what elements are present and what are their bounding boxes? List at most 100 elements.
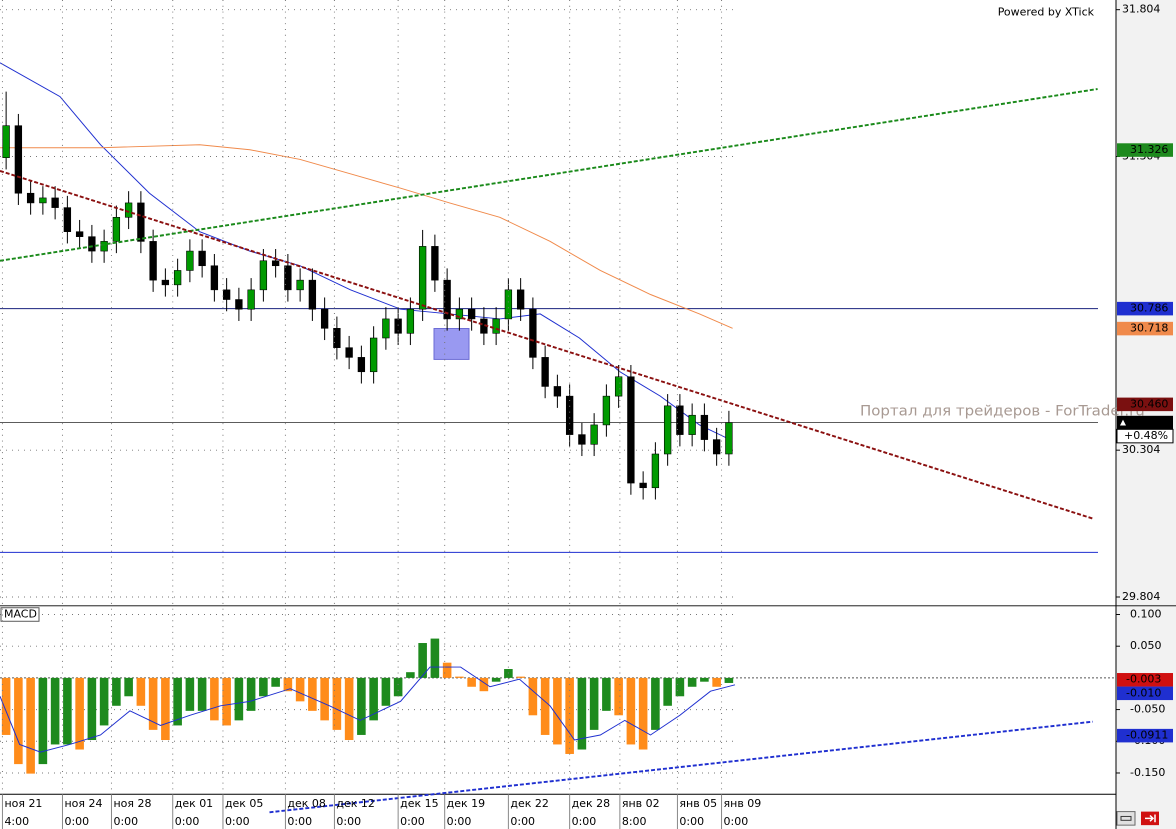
candle-body [161, 279, 170, 286]
candle-body [112, 217, 121, 242]
moving-average [0, 144, 733, 329]
candle-body [541, 357, 549, 387]
candle-body [431, 246, 439, 281]
selection-box[interactable] [433, 328, 470, 360]
price-marker [1117, 321, 1173, 336]
x-tick-label: дек 19 [447, 797, 486, 810]
candle-body [627, 376, 635, 484]
macd-bar [516, 676, 525, 678]
price-marker [1117, 415, 1173, 430]
macd-bar [246, 677, 256, 711]
candle-body [247, 289, 255, 310]
trend-line [0, 88, 1098, 262]
candle-body [271, 260, 280, 267]
price-marker [1117, 143, 1173, 157]
macd-bar [259, 677, 268, 697]
macd-bar [381, 677, 391, 706]
candle-body [210, 265, 219, 291]
macd-bar [357, 677, 366, 735]
candle-body [320, 308, 329, 329]
candle-body [504, 289, 513, 320]
macd-bar [295, 677, 305, 702]
macd-bar [528, 677, 538, 716]
macd-bar [87, 677, 97, 741]
x-time-label: 0:00 [225, 815, 250, 828]
watermark: Портал для трейдеров - ForTrader.ru [860, 403, 1145, 420]
candle-body [663, 405, 672, 455]
macd-bar [602, 677, 611, 711]
value-marker [1117, 673, 1173, 687]
macd-bar [50, 677, 60, 745]
value-marker [1117, 686, 1173, 701]
x-time-label: 0:00 [724, 815, 749, 828]
candle-body [369, 337, 378, 373]
candle-body [186, 250, 194, 271]
macd-bar [565, 677, 574, 754]
candle-body [565, 395, 574, 435]
macd-bar [148, 677, 158, 730]
macd-bar [112, 677, 121, 706]
macd-bar [38, 677, 48, 765]
x-time-label: 0:00 [510, 815, 535, 828]
macd-bar [283, 677, 293, 692]
toolbar-icons [1116, 811, 1159, 826]
candle-body [235, 299, 243, 310]
candle-body [137, 202, 145, 242]
x-time-label: 0:00 [447, 815, 472, 828]
macd-bar [124, 677, 133, 697]
macd-bar [222, 677, 231, 726]
macd-bar [320, 677, 329, 721]
macd-bar [675, 677, 685, 697]
x-tick-label: дек 08 [287, 797, 326, 810]
indicator-tag [0, 607, 40, 622]
candle-body [590, 424, 598, 445]
macd-bar [161, 677, 170, 741]
x-tick-label: дек 12 [336, 797, 374, 810]
candle-body [26, 192, 35, 204]
x-time-label: 4:00 [4, 815, 29, 828]
price-marker [1117, 397, 1173, 412]
y-tick-label: 29.804 [1122, 590, 1161, 603]
macd-bar [638, 677, 648, 750]
candle-body [602, 395, 611, 426]
macd-bar [663, 677, 672, 706]
candle-body [63, 207, 72, 232]
x-tick-label: янв 09 [724, 797, 762, 810]
candle-body [222, 289, 231, 300]
macd-bar [185, 677, 195, 711]
macd-bar [467, 677, 476, 687]
signal-line [0, 666, 736, 753]
macd-bar [577, 677, 587, 750]
candle-body [578, 434, 586, 445]
candle-body [676, 405, 684, 435]
candle-body [639, 482, 647, 489]
candle-body [345, 347, 353, 358]
macd-bar [455, 676, 464, 678]
candle-body [308, 279, 317, 310]
change-box [1116, 428, 1174, 444]
x-time-label: 0:00 [113, 815, 138, 828]
price-marker-label: 30.398 [1130, 416, 1169, 429]
macd-bar [626, 677, 636, 745]
macd-bar [406, 672, 415, 678]
macd-bar [234, 677, 244, 721]
link-icon[interactable] [1116, 811, 1136, 826]
x-time-label: 0:00 [175, 815, 200, 828]
y-tick-label: 0.100 [1130, 608, 1162, 621]
x-tick-label: ноя 24 [64, 797, 102, 810]
x-tick-label: янв 02 [622, 797, 660, 810]
macd-bar [479, 677, 489, 692]
macd-bar [197, 677, 207, 711]
macd-bar [344, 677, 354, 741]
macd-bar [614, 677, 623, 716]
candle-body [382, 318, 390, 339]
x-tick-label: янв 05 [679, 797, 717, 810]
candle-body [124, 202, 133, 218]
macd-bar [393, 677, 403, 697]
macd-bar [504, 669, 513, 678]
trend-line [269, 720, 1093, 814]
macd-bar [271, 677, 280, 687]
x-tick-label: дек 01 [175, 797, 213, 810]
macd-bar [651, 677, 660, 730]
